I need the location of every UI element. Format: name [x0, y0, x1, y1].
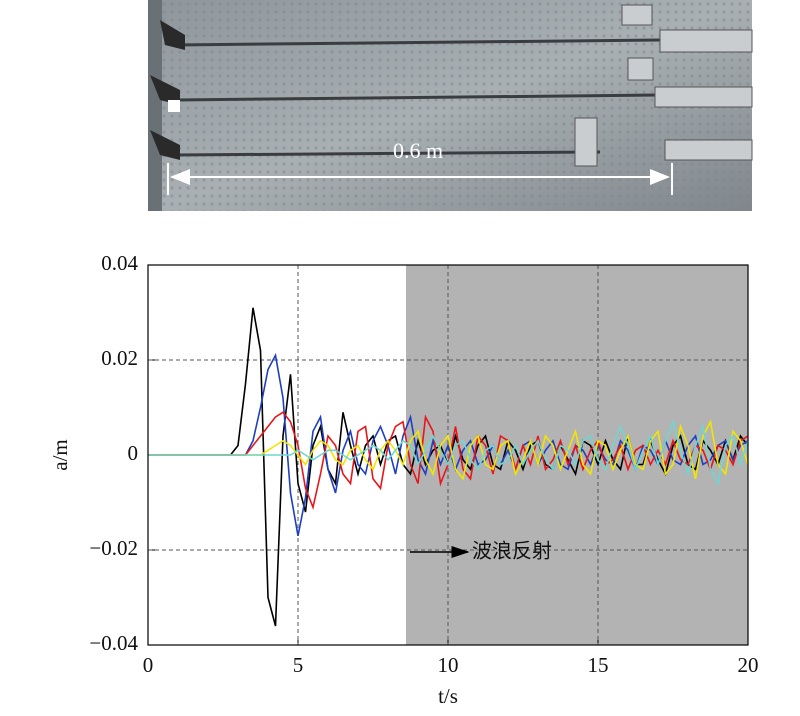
y-tick-label: 0.02 [101, 346, 138, 370]
y-axis-label: a/m [48, 439, 72, 471]
y-tick-label: 0 [128, 441, 139, 465]
x-tick-label: 0 [143, 653, 154, 677]
series-line [148, 419, 749, 486]
x-tick-label: 20 [738, 653, 759, 677]
photo: 0.6 m [148, 0, 753, 211]
plot: 0 5 10 15 20 −0.04 −0.02 0 0.02 0.04 波浪反射 t/s a/m [48, 251, 759, 708]
reflection-region [406, 265, 748, 645]
x-axis-label: t/s [438, 684, 458, 708]
x-tick-label: 15 [588, 653, 609, 677]
y-tick-label: −0.04 [89, 631, 138, 655]
x-tick-label: 5 [293, 653, 304, 677]
y-tick-label: 0.04 [101, 251, 138, 275]
y-tick-label: −0.02 [89, 536, 138, 560]
plot-frame [147, 264, 749, 646]
photo-label: 0.6 m [393, 138, 443, 163]
annotation: 波浪反射 [472, 539, 552, 563]
x-tick-label: 10 [438, 653, 459, 677]
